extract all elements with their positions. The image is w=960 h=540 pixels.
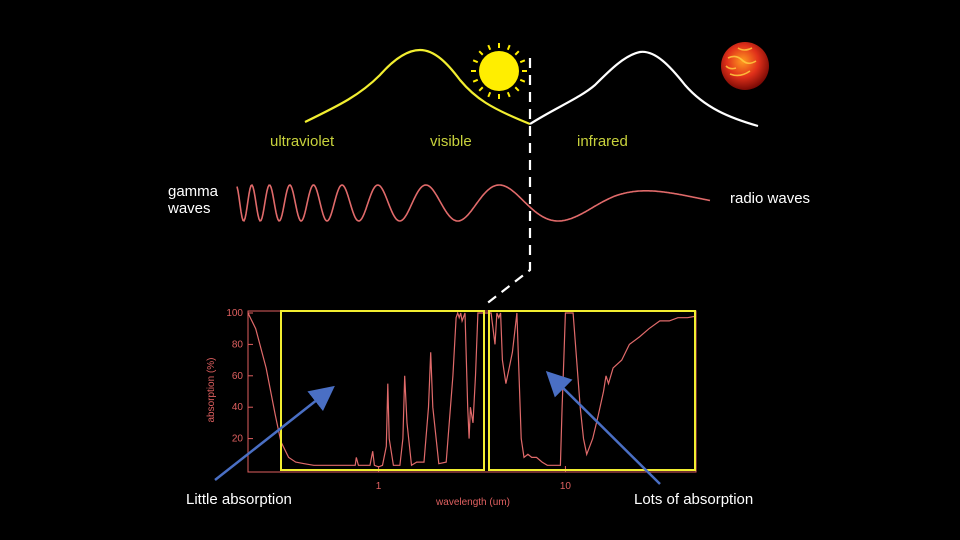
em-wave	[236, 183, 711, 222]
dashed-divider	[484, 58, 532, 306]
y-tick-label: 20	[232, 434, 244, 445]
infrared-highlight-box	[488, 310, 696, 471]
x-tick-label: 1	[376, 481, 382, 492]
little-absorption-arrow-icon	[214, 385, 335, 481]
y-tick-label: 100	[226, 308, 243, 319]
radio-waves-label: radio waves	[730, 190, 811, 207]
absorption-series-line	[247, 311, 697, 468]
gamma-line1: gamma	[168, 183, 219, 200]
sun-emission-curve	[304, 48, 531, 126]
hot-planet-icon	[721, 42, 769, 90]
gamma-waves-label: gamma waves	[168, 183, 218, 217]
y-tick-label: 80	[232, 339, 244, 350]
planet-emission-curve	[529, 50, 759, 128]
lots-absorption-label: Lots of absorption	[634, 491, 754, 508]
x-axis-label: wavelength (um)	[435, 497, 510, 508]
little-absorption-label: Little absorption	[186, 491, 292, 508]
uv-visible-highlight-box	[280, 310, 485, 471]
gamma-line2: waves	[168, 200, 211, 217]
y-tick-label: 60	[232, 371, 244, 382]
ultraviolet-label: ultraviolet	[270, 133, 335, 150]
sun-icon	[471, 43, 527, 99]
infrared-label: infrared	[577, 133, 628, 150]
y-tick-label: 40	[232, 402, 244, 413]
chart-frame	[247, 310, 697, 473]
visible-label: visible	[430, 133, 472, 150]
absorption-chart: 20 40 60 80 100 1 10 absorption (%) wavelengt…	[206, 308, 697, 508]
lots-absorption-arrow-icon	[545, 370, 661, 485]
x-tick-label: 10	[560, 481, 572, 492]
y-axis-label: absorption (%)	[206, 357, 217, 422]
